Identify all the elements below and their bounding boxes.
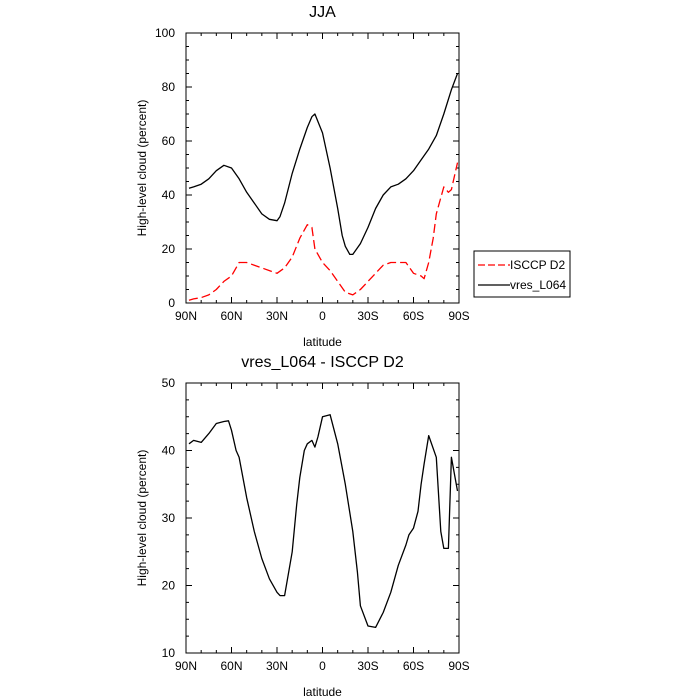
top-x-tick-label: 30S	[357, 309, 378, 323]
legend-box	[473, 250, 571, 298]
bottom-x-tick-label: 30S	[357, 659, 378, 673]
top-series-line-vres-l064	[188, 73, 459, 256]
bottom-y-axis-label: High-level cloud (percent)	[135, 450, 149, 587]
bottom-y-tick-label: 30	[162, 511, 176, 525]
bottom-series-line-0	[188, 414, 459, 629]
top-x-tick-label: 60S	[403, 309, 424, 323]
top-x-tick-label: 60N	[220, 309, 242, 323]
top-y-tick-label: 20	[162, 242, 176, 256]
top-x-tick-label: 0	[319, 309, 326, 323]
bottom-chart-title: vres_L064 - ISCCP D2	[241, 354, 404, 371]
top-y-axis-label: High-level cloud (percent)	[135, 100, 149, 237]
top-plot-frame	[185, 32, 460, 304]
bottom-plot-frame	[185, 382, 460, 654]
bottom-x-axis-label: latitude	[303, 685, 342, 699]
top-y-tick-label: 80	[162, 80, 176, 94]
top-y-tick-label: 40	[162, 188, 176, 202]
top-y-tick-label: 60	[162, 134, 176, 148]
bottom-x-tick-label: 60S	[403, 659, 424, 673]
bottom-y-tick-label: 20	[162, 579, 176, 593]
legend-label-vres-l064: vres_L064	[510, 278, 566, 292]
bottom-x-tick-label: 60N	[220, 659, 242, 673]
top-chart-title: JJA	[309, 4, 336, 21]
bottom-x-tick-label: 0	[319, 659, 326, 673]
top-y-tick-label: 100	[155, 26, 175, 40]
top-series-line-isccp-d2	[188, 162, 459, 301]
top-x-tick-label: 90S	[448, 309, 469, 323]
legend: ISCCP D2 vres_L064	[473, 250, 571, 298]
bottom-panel: vres_L064 - ISCCP D2 90N 60N 30N 0 30S 60S 90S 1…	[135, 354, 470, 699]
legend-label-isccp-d2: ISCCP D2	[510, 258, 565, 272]
bottom-y-tick-label: 10	[162, 646, 176, 660]
top-panel: JJA 90N 60N 30N 0 30S 60S 90S 0 20 40 60 80 100 latitu…	[135, 4, 470, 349]
top-x-tick-label: 30N	[266, 309, 288, 323]
bottom-y-tick-label: 40	[162, 444, 176, 458]
top-x-axis-label: latitude	[303, 335, 342, 349]
bottom-x-tick-label: 30N	[266, 659, 288, 673]
top-x-tick-label: 90N	[175, 309, 197, 323]
top-y-tick-label: 0	[168, 296, 175, 310]
bottom-y-tick-label: 50	[162, 376, 176, 390]
bottom-x-tick-label: 90N	[175, 659, 197, 673]
bottom-x-tick-label: 90S	[448, 659, 469, 673]
